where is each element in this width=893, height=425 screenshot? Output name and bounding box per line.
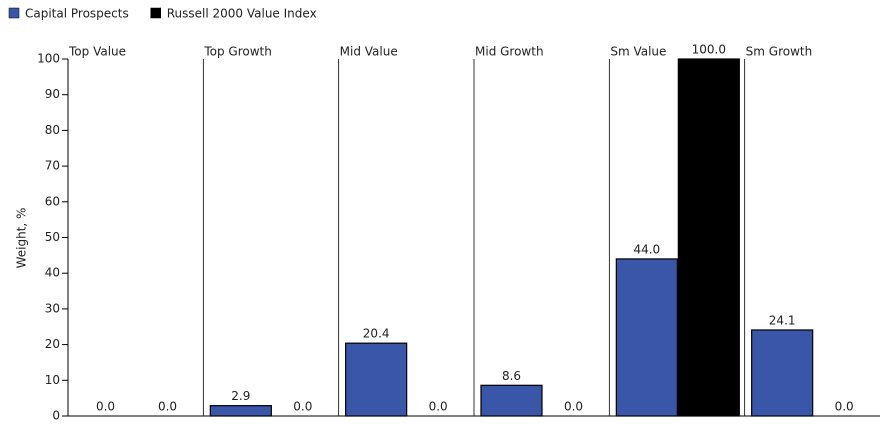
value-label: 0.0 — [564, 400, 583, 414]
bar — [209, 405, 272, 417]
y-tick-label: 100 — [37, 52, 60, 66]
category-label: Mid Growth — [475, 45, 544, 59]
y-tick-label: 50 — [45, 230, 60, 244]
y-tick-label: 0 — [52, 409, 60, 423]
bar — [751, 329, 814, 417]
value-label: 8.6 — [502, 369, 521, 383]
category-label: Top Value — [68, 45, 126, 59]
legend-label: Russell 2000 Value Index — [167, 7, 317, 21]
legend-swatch — [150, 7, 161, 19]
value-label: 2.9 — [231, 389, 250, 403]
y-tick-label: 20 — [45, 337, 60, 351]
bar — [677, 58, 740, 417]
value-label: 100.0 — [692, 43, 726, 57]
category-label: Sm Growth — [746, 45, 813, 59]
value-label: 0.0 — [158, 400, 177, 414]
value-label: 44.0 — [633, 242, 660, 256]
value-label: 0.0 — [429, 400, 448, 414]
y-tick-label: 30 — [45, 301, 60, 315]
label-bg — [686, 42, 732, 58]
y-tick-label: 80 — [45, 123, 60, 137]
bar — [345, 342, 408, 417]
category-label: Top Growth — [203, 45, 271, 59]
bar — [480, 384, 543, 417]
value-label: 0.0 — [293, 400, 312, 414]
y-tick-label: 90 — [45, 87, 60, 101]
y-axis-label: Weight, % — [15, 208, 29, 269]
y-tick-label: 60 — [45, 194, 60, 208]
category-label: Sm Value — [610, 45, 666, 59]
legend-swatch — [8, 7, 20, 19]
y-tick-label: 10 — [45, 373, 60, 387]
value-label: 24.1 — [769, 313, 796, 327]
value-label: 20.4 — [363, 327, 390, 341]
bar — [615, 258, 678, 417]
legend-label: Capital Prospects — [25, 7, 129, 21]
y-tick-label: 40 — [45, 266, 60, 280]
category-label: Mid Value — [340, 45, 398, 59]
y-tick-label: 70 — [45, 159, 60, 173]
value-label: 0.0 — [835, 400, 854, 414]
value-label: 0.0 — [96, 400, 115, 414]
